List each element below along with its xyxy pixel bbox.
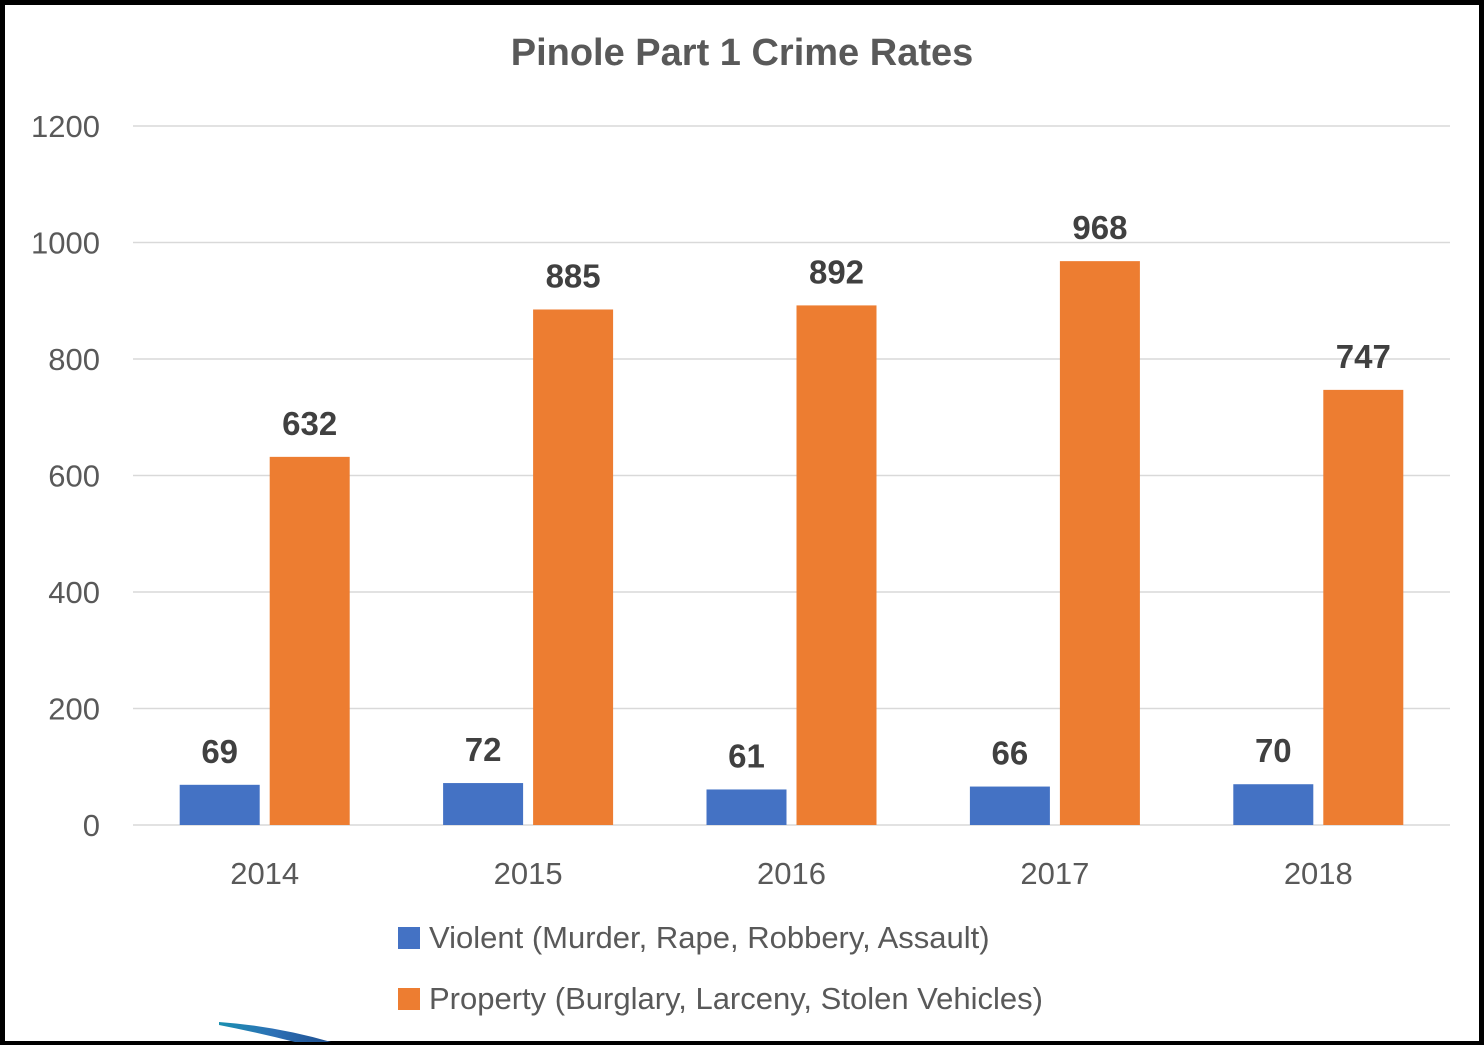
data-label: 885 — [546, 257, 601, 294]
bar-property — [1059, 261, 1140, 825]
chart-title: Pinole Part 1 Crime Rates — [510, 32, 974, 74]
bar-violent — [443, 783, 524, 825]
legend-swatch-violent — [398, 927, 420, 949]
y-tick-label: 400 — [48, 575, 100, 610]
decorative-swoosh — [219, 1022, 331, 1042]
data-label: 632 — [282, 405, 337, 442]
legend-label-violent: Violent (Murder, Rape, Robbery, Assault) — [429, 920, 990, 955]
bar-violent — [969, 786, 1050, 825]
bar-violent — [1233, 784, 1314, 825]
y-tick-label: 1200 — [31, 109, 100, 144]
legend-label-property: Property (Burglary, Larceny, Stolen Vehi… — [429, 981, 1043, 1016]
data-label: 66 — [992, 735, 1029, 772]
x-tick-label: 2016 — [757, 856, 826, 891]
y-tick-label: 0 — [83, 808, 100, 843]
x-tick-label: 2017 — [1020, 856, 1089, 891]
y-tick-label: 600 — [48, 459, 100, 494]
bar-property — [269, 456, 350, 825]
bar-property — [796, 305, 877, 825]
y-tick-label: 200 — [48, 692, 100, 727]
x-tick-label: 2018 — [1284, 856, 1353, 891]
data-label: 747 — [1336, 338, 1391, 375]
bar-violent — [706, 789, 787, 825]
data-label: 61 — [728, 737, 765, 774]
bar-property — [533, 309, 614, 825]
data-label: 70 — [1255, 732, 1292, 769]
y-tick-label: 1000 — [31, 226, 100, 261]
bar-property — [1323, 389, 1404, 825]
legend-item-violent: Violent (Murder, Rape, Robbery, Assault) — [398, 920, 990, 956]
x-tick-label: 2014 — [230, 856, 299, 891]
legend-item-property: Property (Burglary, Larceny, Stolen Vehi… — [398, 981, 1043, 1017]
y-tick-label: 800 — [48, 342, 100, 377]
data-label: 72 — [465, 731, 502, 768]
data-label: 968 — [1072, 209, 1127, 246]
data-label: 69 — [201, 733, 238, 770]
legend-swatch-property — [398, 988, 420, 1010]
data-label: 892 — [809, 253, 864, 290]
x-tick-label: 2015 — [494, 856, 563, 891]
bar-violent — [179, 784, 260, 825]
